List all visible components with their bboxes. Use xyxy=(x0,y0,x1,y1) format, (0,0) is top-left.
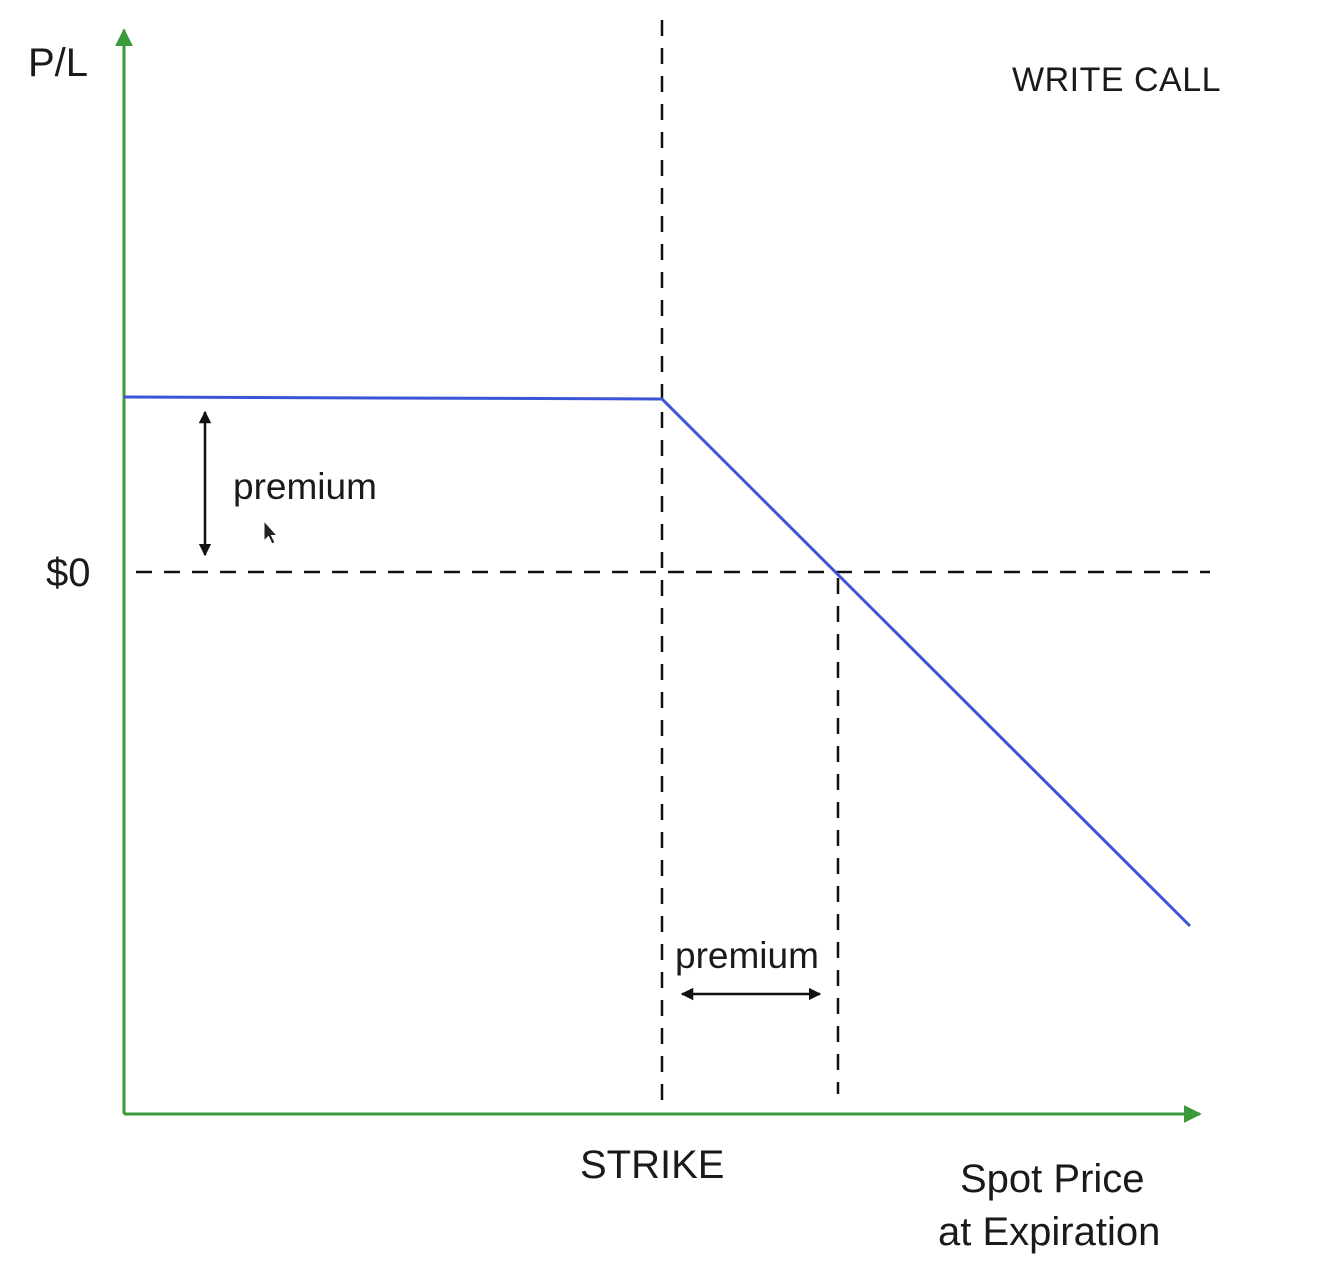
mouse-cursor-icon xyxy=(263,519,279,545)
x-axis-label-line2: at Expiration xyxy=(938,1210,1160,1254)
chart-title: WRITE CALL xyxy=(1012,61,1221,99)
y-axis-label: P/L xyxy=(28,41,88,85)
premium-label-vertical: premium xyxy=(233,466,377,507)
premium-label-horizontal: premium xyxy=(675,935,819,976)
strike-label: STRIKE xyxy=(580,1143,724,1187)
zero-label: $0 xyxy=(46,551,91,595)
x-axis-label-line1: Spot Price xyxy=(960,1157,1145,1201)
payoff-line xyxy=(123,395,1192,928)
